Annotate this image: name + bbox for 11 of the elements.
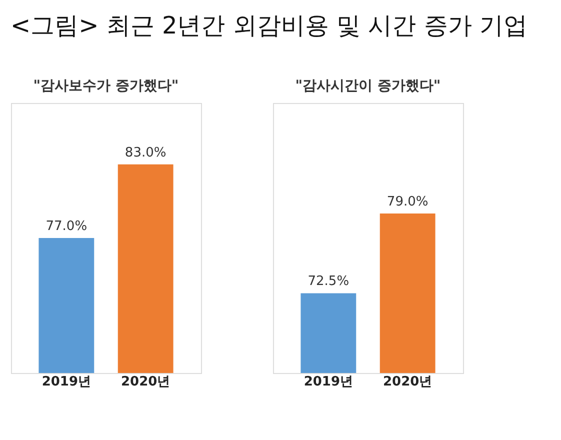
x-tick-label: 2019년 xyxy=(42,374,92,390)
x-tick-label: 2020년 xyxy=(120,374,170,390)
x-tick-label: 2019년 xyxy=(304,374,354,390)
data-label: 83.0% xyxy=(124,145,166,160)
x-tick-label: 2020년 xyxy=(382,374,432,390)
text: <그림> 최근 2년간 외감비용 및 시간 증가 기업 xyxy=(10,12,528,40)
data-label: 77.0% xyxy=(46,219,88,234)
chart-subtitle: "감사시간이 증가했다" xyxy=(295,78,441,94)
data-label: 72.5% xyxy=(308,274,350,290)
data-label: 79.0% xyxy=(386,194,428,210)
chart-subtitle: "감사보수가 증가했다" xyxy=(33,78,179,94)
